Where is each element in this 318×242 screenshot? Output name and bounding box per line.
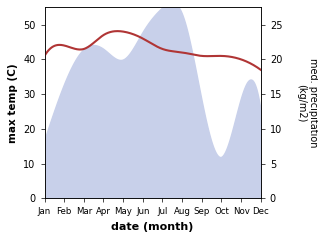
Y-axis label: max temp (C): max temp (C) — [8, 63, 17, 143]
X-axis label: date (month): date (month) — [111, 222, 194, 232]
Y-axis label: med. precipitation
(kg/m2): med. precipitation (kg/m2) — [296, 58, 318, 148]
